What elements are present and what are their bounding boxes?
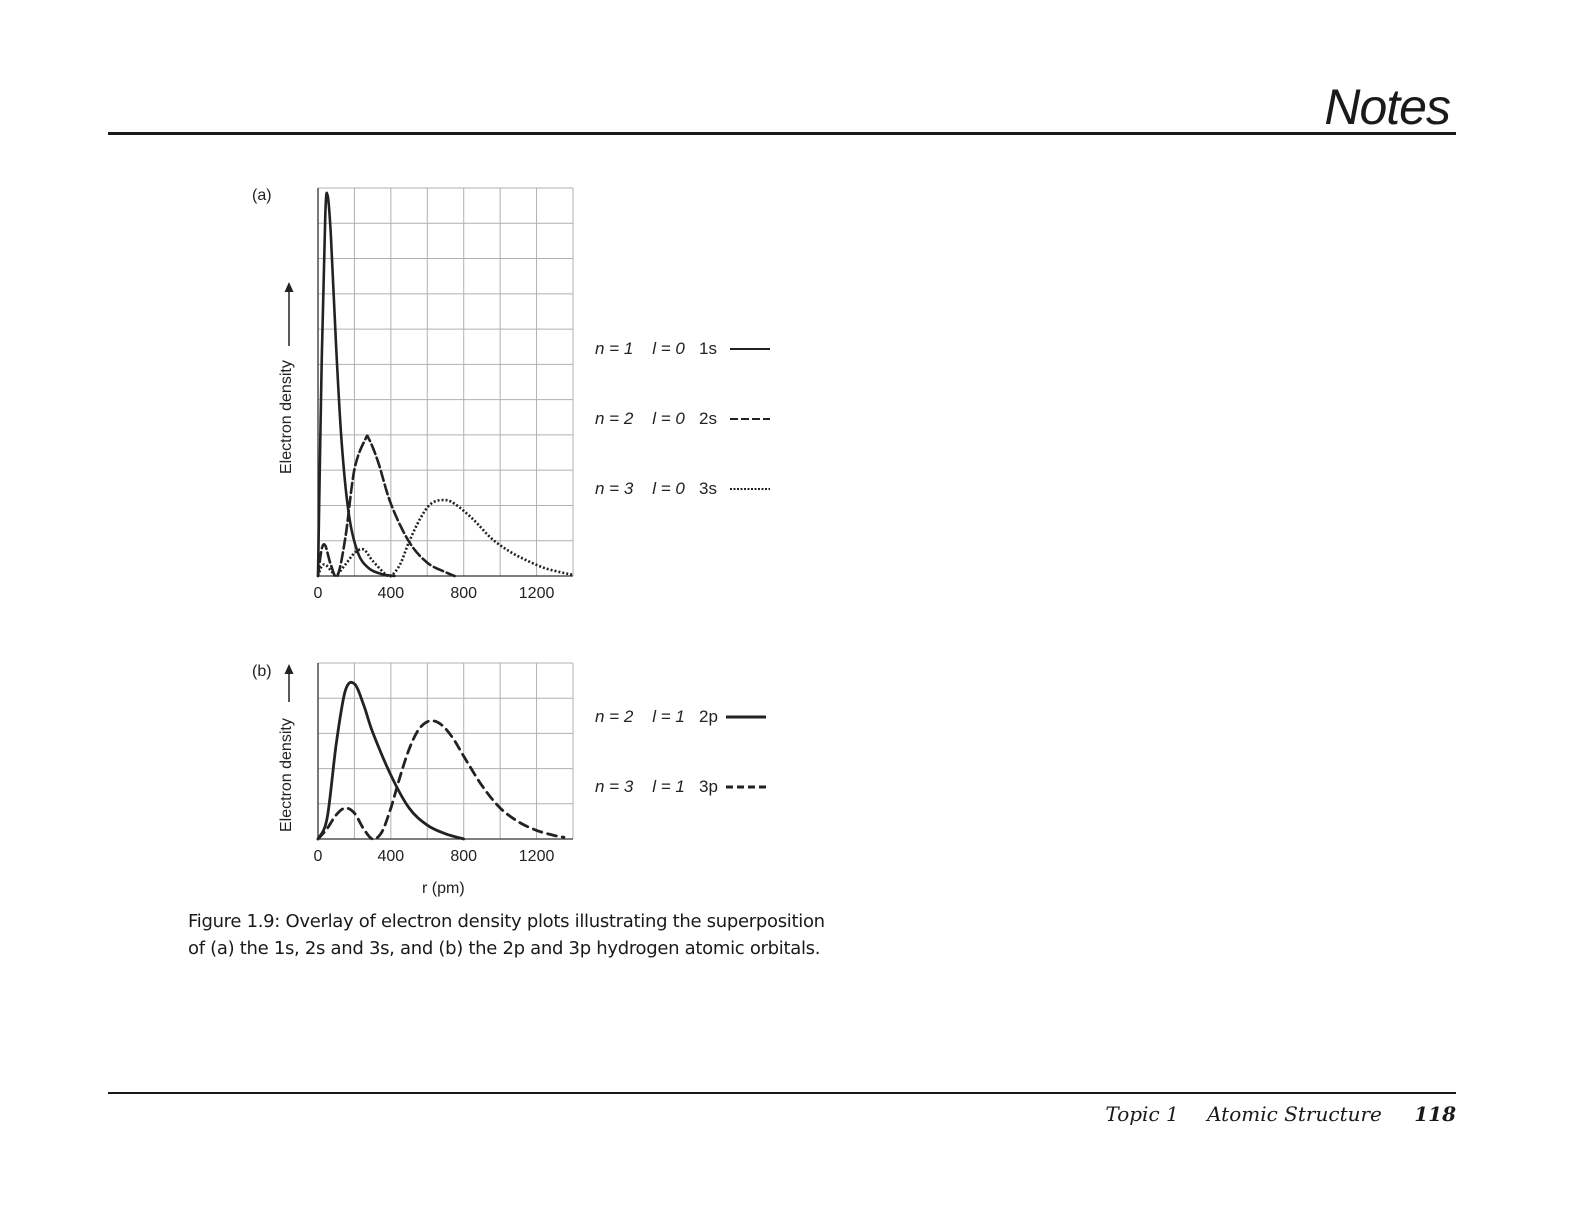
footer-topic: Topic 1 <box>1105 1102 1179 1126</box>
figure-caption: Figure 1.9: Overlay of electron density … <box>188 908 888 962</box>
legend-3s: n = 3 l = 0 3s <box>595 479 717 499</box>
legend-1s-name: 1s <box>698 339 717 358</box>
panel-b-ylabel-text: Electron density <box>278 718 295 832</box>
legend-3s-n: n = 3 <box>595 479 634 498</box>
legend-1s-n: n = 1 <box>595 339 634 358</box>
series-line-3s <box>316 498 574 579</box>
caption-line-2: of (a) the 1s, 2s and 3s, and (b) the 2p… <box>188 938 821 959</box>
legend-2p-l: l = 1 <box>652 707 685 726</box>
panel-b-xlabel: r (pm) <box>422 880 465 897</box>
legend-3s-name: 3s <box>698 479 717 498</box>
legend-3p-l: l = 1 <box>652 777 685 796</box>
header-rule <box>108 132 1456 135</box>
legend-2p: n = 2 l = 1 2p <box>595 707 718 727</box>
x-tick-label: 0 <box>314 585 323 602</box>
legend-3p-name: 3p <box>698 777 718 796</box>
x-tick-label: 1200 <box>519 585 555 602</box>
panel-a-label: (a) <box>252 187 272 204</box>
x-tick-label: 400 <box>378 585 405 602</box>
series-line-2p <box>316 680 466 841</box>
legend-2s: n = 2 l = 0 2s <box>595 409 717 429</box>
x-tick-label: 800 <box>450 848 477 865</box>
legend-2s-n: n = 2 <box>595 409 634 428</box>
footer-section: Atomic Structure <box>1207 1102 1382 1126</box>
legend-1s-l: l = 0 <box>652 339 685 358</box>
panel-a-ylabel-text: Electron density <box>278 360 295 474</box>
legend-3p: n = 3 l = 1 3p <box>595 777 718 797</box>
legend-1s: n = 1 l = 0 1s <box>595 339 717 359</box>
panel-b-label: (b) <box>252 663 272 680</box>
x-tick-label: 800 <box>450 585 477 602</box>
legend-2p-n: n = 2 <box>595 707 634 726</box>
caption-line-1: Figure 1.9: Overlay of electron density … <box>188 911 825 932</box>
page-footer: Topic 1 Atomic Structure 118 <box>1105 1102 1456 1126</box>
series-line-3p <box>316 719 566 841</box>
page-header-title: Notes <box>1324 79 1451 135</box>
page-number: 118 <box>1414 1102 1456 1126</box>
legend-a-swatches <box>730 348 770 490</box>
up-arrow-icon <box>284 664 294 702</box>
up-arrow-icon <box>284 282 294 346</box>
x-tick-label: 400 <box>378 848 405 865</box>
legend-2s-name: 2s <box>698 409 717 428</box>
electron-density-chart-a: 0 400 800 1200 <box>314 187 574 602</box>
legend-2s-l: l = 0 <box>652 409 685 428</box>
legend-b-swatches <box>726 715 766 789</box>
electron-density-chart-b: 0 400 800 1200 <box>314 662 574 865</box>
footer-rule <box>108 1092 1456 1094</box>
legend-3p-n: n = 3 <box>595 777 634 796</box>
series-line-2s <box>316 434 456 579</box>
legend-3s-l: l = 0 <box>652 479 685 498</box>
x-tick-label: 0 <box>314 848 323 865</box>
series-line-1s <box>316 191 396 578</box>
legend-2p-name: 2p <box>698 707 718 726</box>
x-tick-label: 1200 <box>519 848 555 865</box>
